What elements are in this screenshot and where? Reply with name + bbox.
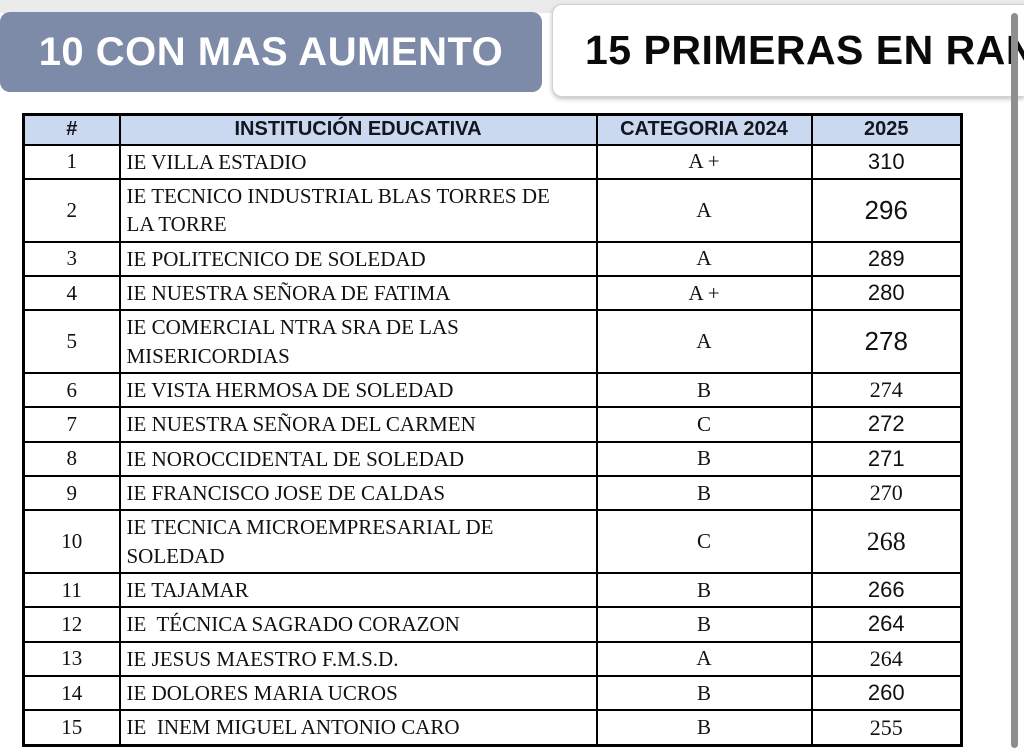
category-cell: B [595,474,813,512]
institution-cell: IE NUESTRA SEÑORA DEL CARMEN [118,406,598,443]
rank-cell: 6 [22,371,121,409]
institution-cell: IE VILLA ESTADIO [118,143,598,180]
category-cell: A + [595,274,813,312]
score-cell: 280 [810,274,963,312]
rank-cell: 14 [22,674,121,712]
institution-cell: IE TÉCNICA SAGRADO CORAZON [118,606,598,643]
table-row: 12 IE TÉCNICA SAGRADO CORAZON B 264 [22,606,963,643]
table-row: 6 IE VISTA HERMOSA DE SOLEDAD B 274 [22,371,963,409]
rank-cell: 5 [22,309,121,374]
ranking-table: # INSTITUCIÓN EDUCATIVA CATEGORIA 2024 2… [22,113,963,747]
category-header: CATEGORIA 2024 [595,113,813,146]
category-cell: B [595,371,813,409]
rank-cell: 7 [22,406,121,443]
institution-cell: IE POLITECNICO DE SOLEDAD [118,240,598,277]
category-cell: B [595,606,813,643]
table-row: 1 IE VILLA ESTADIO A + 310 [22,143,963,180]
rank-cell: 9 [22,474,121,512]
rank-header: # [22,113,121,146]
score-cell: 260 [810,674,963,712]
category-cell: A [595,309,813,374]
category-cell: A [595,177,813,243]
category-cell: A [595,240,813,277]
score-cell: 310 [810,143,963,180]
tab-15-primeras-label: 15 PRIMERAS EN RAN [585,27,1024,73]
score-cell: 296 [810,177,963,243]
table-row: 5 IE COMERCIAL NTRA SRA DE LAS MISERICOR… [22,309,963,374]
table-row: 15 IE INEM MIGUEL ANTONIO CARO B 255 [22,709,963,747]
score-cell: 289 [810,240,963,277]
institution-cell: IE FRANCISCO JOSE DE CALDAS [118,474,598,512]
score-cell: 264 [810,640,963,678]
table-row: 9 IE FRANCISCO JOSE DE CALDAS B 270 [22,474,963,512]
category-cell: B [595,440,813,477]
category-cell: C [595,406,813,443]
table-row: 8 IE NOROCCIDENTAL DE SOLEDAD B 271 [22,440,963,477]
tab-15-primeras-en-ranking[interactable]: 15 PRIMERAS EN RAN [552,4,1024,97]
score-cell: 266 [810,571,963,609]
institution-header: INSTITUCIÓN EDUCATIVA [118,113,598,146]
table-row: 7 IE NUESTRA SEÑORA DEL CARMEN C 272 [22,406,963,443]
score-cell: 272 [810,406,963,443]
institution-cell: IE DOLORES MARIA UCROS [118,674,598,712]
tab-10-con-mas-aumento[interactable]: 10 CON MAS AUMENTO [0,12,542,92]
scrollbar[interactable] [1011,13,1018,748]
category-cell: A + [595,143,813,180]
rank-cell: 3 [22,240,121,277]
institution-cell: IE NUESTRA SEÑORA DE FATIMA [118,274,598,312]
rank-cell: 8 [22,440,121,477]
rank-cell: 12 [22,606,121,643]
category-cell: B [595,571,813,609]
year-header: 2025 [810,113,963,146]
institution-cell: IE VISTA HERMOSA DE SOLEDAD [118,371,598,409]
score-cell: 255 [810,709,963,747]
category-cell: A [595,640,813,678]
score-cell: 271 [810,440,963,477]
score-cell: 278 [810,309,963,374]
rank-cell: 10 [22,509,121,574]
table-row: 3 IE POLITECNICO DE SOLEDAD A 289 [22,240,963,277]
table-row: 14 IE DOLORES MARIA UCROS B 260 [22,674,963,712]
table-row: 2 IE TECNICO INDUSTRIAL BLAS TORRES DE L… [22,177,963,243]
score-cell: 268 [810,509,963,574]
table-header-row: # INSTITUCIÓN EDUCATIVA CATEGORIA 2024 2… [22,113,963,146]
rank-cell: 4 [22,274,121,312]
institution-cell: IE TECNICA MICROEMPRESARIAL DE SOLEDAD [118,509,598,574]
score-cell: 270 [810,474,963,512]
institution-cell: IE TAJAMAR [118,571,598,609]
table-row: 13 IE JESUS MAESTRO F.M.S.D. A 264 [22,640,963,678]
category-cell: B [595,674,813,712]
rank-cell: 13 [22,640,121,678]
category-cell: B [595,709,813,747]
score-cell: 274 [810,371,963,409]
institution-cell: IE COMERCIAL NTRA SRA DE LAS MISERICORDI… [118,309,598,374]
institution-cell: IE INEM MIGUEL ANTONIO CARO [118,709,598,747]
rank-cell: 11 [22,571,121,609]
institution-cell: IE NOROCCIDENTAL DE SOLEDAD [118,440,598,477]
institution-cell: IE TECNICO INDUSTRIAL BLAS TORRES DE LA … [118,177,598,243]
rank-cell: 1 [22,143,121,180]
table-row: 10 IE TECNICA MICROEMPRESARIAL DE SOLEDA… [22,509,963,574]
table-row: 11 IE TAJAMAR B 266 [22,571,963,609]
rank-cell: 15 [22,709,121,747]
category-cell: C [595,509,813,574]
score-cell: 264 [810,606,963,643]
institution-cell: IE JESUS MAESTRO F.M.S.D. [118,640,598,678]
rank-cell: 2 [22,177,121,243]
table-row: 4 IE NUESTRA SEÑORA DE FATIMA A + 280 [22,274,963,312]
tab-10-con-mas-aumento-label: 10 CON MAS AUMENTO [38,29,504,74]
